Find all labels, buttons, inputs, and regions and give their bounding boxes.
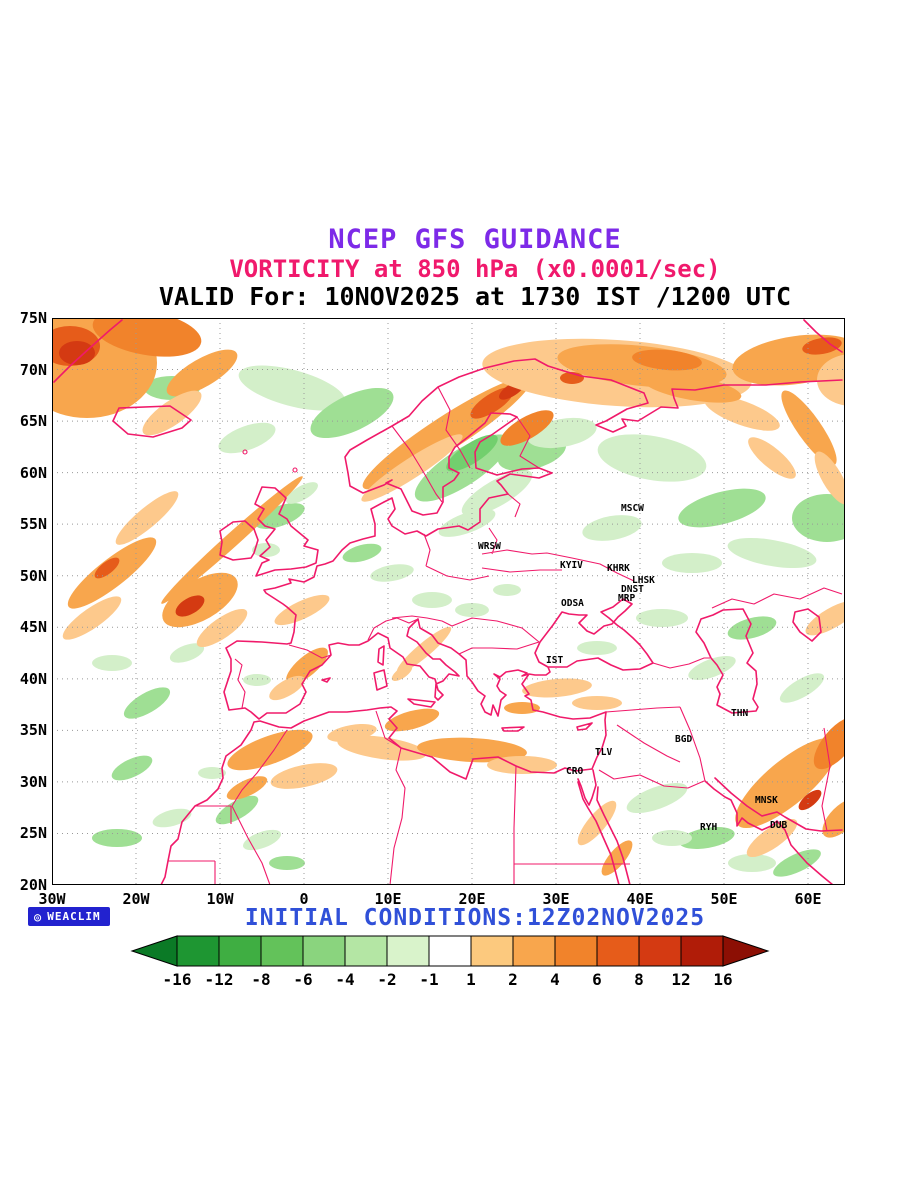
colorbar-right-arrow bbox=[722, 935, 770, 967]
lon-tick: 50E bbox=[710, 890, 738, 908]
station-label-dub: DUB bbox=[770, 820, 787, 831]
lat-tick: 65N bbox=[19, 412, 47, 431]
lat-tick: 45N bbox=[19, 618, 47, 637]
station-label-dnst: DNST bbox=[621, 584, 644, 595]
colorbar-segment bbox=[344, 935, 388, 967]
lon-tick: 20W bbox=[122, 890, 150, 908]
lon-tick: 60E bbox=[794, 890, 822, 908]
weaclim-logo-text: WEACLIM bbox=[47, 910, 101, 923]
station-label-lhsk: LHSK bbox=[632, 575, 655, 586]
colorbar-left-arrow bbox=[130, 935, 178, 967]
colorbar-tick-label: -4 bbox=[335, 970, 354, 989]
colorbar-segment bbox=[680, 935, 724, 967]
lat-tick: 60N bbox=[19, 463, 47, 482]
station-label-mrp: MRP bbox=[618, 593, 635, 604]
colorbar-segment bbox=[260, 935, 304, 967]
colorbar-tick-label: -2 bbox=[377, 970, 396, 989]
lat-tick: 20N bbox=[19, 875, 47, 894]
lat-tick: 75N bbox=[19, 309, 47, 327]
lat-tick: 70N bbox=[19, 360, 47, 379]
chart-title: NCEP GFS GUIDANCE bbox=[328, 224, 622, 255]
colorbar-tick-label: 2 bbox=[508, 970, 518, 989]
station-label-wrsw: WRSW bbox=[478, 541, 501, 552]
colorbar-tick-label: 8 bbox=[634, 970, 644, 989]
lon-tick: 40E bbox=[626, 890, 654, 908]
lat-tick: 40N bbox=[19, 669, 47, 688]
station-label-kyiv: KYIV bbox=[560, 560, 583, 571]
map-frame bbox=[52, 318, 845, 885]
colorbar-tick-label: -12 bbox=[205, 970, 234, 989]
lon-tick: 20E bbox=[458, 890, 486, 908]
lon-tick: 0 bbox=[299, 890, 309, 908]
colorbar-tick-label: 12 bbox=[671, 970, 690, 989]
colorbar-segment bbox=[554, 935, 598, 967]
station-label-thn: THN bbox=[731, 708, 748, 719]
colorbar-segment bbox=[470, 935, 514, 967]
station-label-mnsk: MNSK bbox=[755, 795, 778, 806]
station-label-cro: CRO bbox=[566, 766, 583, 777]
weaclim-target-icon: ◎ bbox=[34, 909, 43, 924]
chart-subtitle: VORTICITY at 850 hPa (x0.0001/sec) bbox=[229, 255, 721, 283]
station-label-tlv: TLV bbox=[595, 747, 612, 758]
lat-tick: 30N bbox=[19, 772, 47, 791]
station-label-mscw: MSCW bbox=[621, 503, 644, 514]
country-borders bbox=[168, 386, 843, 886]
lon-tick: 30E bbox=[542, 890, 570, 908]
colorbar-segment bbox=[638, 935, 682, 967]
lon-tick: 10E bbox=[374, 890, 402, 908]
colorbar-segment bbox=[596, 935, 640, 967]
lon-tick: 30W bbox=[38, 890, 66, 908]
lon-tick: 10W bbox=[206, 890, 234, 908]
colorbar-tick-label: -8 bbox=[251, 970, 270, 989]
lat-tick: 35N bbox=[19, 721, 47, 740]
colorbar: -16 -12 -8 -6 -4 -2 -1 1 2 4 6 8 12 16 bbox=[130, 935, 770, 989]
station-label-bgd: BGD bbox=[675, 734, 692, 745]
weaclim-logo: ◎ WEACLIM bbox=[28, 907, 110, 926]
colorbar-segment bbox=[176, 935, 220, 967]
map-area: MSCW WRSW KYIV KHRK LHSK DNST MRP ODSA IST THN BGD… bbox=[17, 308, 887, 886]
colorbar-segment bbox=[386, 935, 430, 967]
colorbar-segment bbox=[428, 935, 472, 967]
station-label-odsa: ODSA bbox=[561, 598, 584, 609]
initial-conditions-text: INITIAL CONDITIONS:12Z02NOV2025 bbox=[244, 905, 706, 931]
colorbar-tick-label: -6 bbox=[293, 970, 312, 989]
station-label-ryh: RYH bbox=[700, 822, 717, 833]
colorbar-segment bbox=[218, 935, 262, 967]
colorbar-tick-label: 16 bbox=[713, 970, 732, 989]
colorbar-tick-label: 4 bbox=[550, 970, 560, 989]
colorbar-segment bbox=[512, 935, 556, 967]
colorbar-tick-label: 1 bbox=[466, 970, 476, 989]
colorbar-tick-label: -1 bbox=[419, 970, 438, 989]
station-label-khrk: KHRK bbox=[607, 563, 630, 574]
lat-tick: 25N bbox=[19, 824, 47, 843]
lat-tick: 55N bbox=[19, 515, 47, 534]
colorbar-segment bbox=[302, 935, 346, 967]
chart-valid-line: VALID For: 10NOV2025 at 1730 IST /1200 U… bbox=[158, 282, 792, 311]
colorbar-tick-label: 6 bbox=[592, 970, 602, 989]
gridlines bbox=[52, 318, 845, 885]
station-label-ist: IST bbox=[546, 655, 563, 666]
lat-tick: 50N bbox=[19, 566, 47, 585]
colorbar-tick-label: -16 bbox=[163, 970, 192, 989]
